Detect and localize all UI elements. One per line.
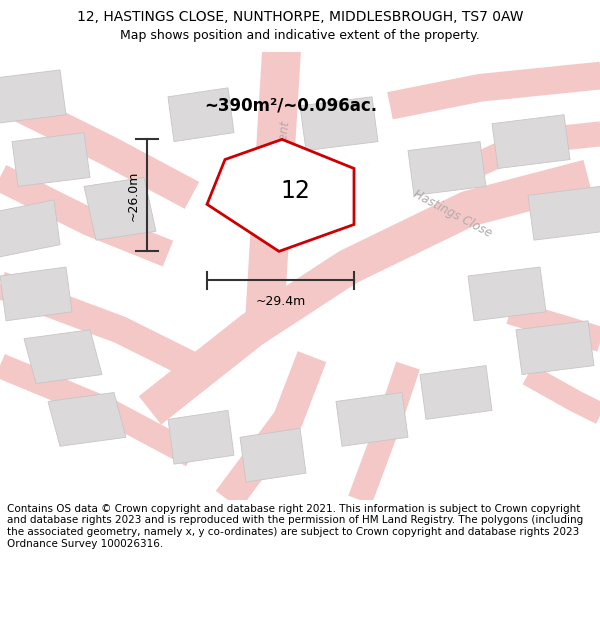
Polygon shape (240, 428, 306, 482)
Text: ~29.4m: ~29.4m (256, 295, 305, 308)
Polygon shape (48, 392, 126, 446)
Text: Hastings Close: Hastings Close (412, 187, 494, 239)
Polygon shape (0, 267, 72, 321)
Text: 12, HASTINGS CLOSE, NUNTHORPE, MIDDLESBROUGH, TS7 0AW: 12, HASTINGS CLOSE, NUNTHORPE, MIDDLESBR… (77, 11, 523, 24)
Polygon shape (300, 97, 378, 151)
Polygon shape (168, 411, 234, 464)
Polygon shape (207, 139, 354, 251)
Text: ~390m²/~0.096ac.: ~390m²/~0.096ac. (204, 97, 377, 115)
Polygon shape (84, 177, 156, 240)
Text: Contains OS data © Crown copyright and database right 2021. This information is : Contains OS data © Crown copyright and d… (7, 504, 583, 549)
Polygon shape (0, 70, 66, 124)
Polygon shape (516, 321, 594, 374)
Polygon shape (408, 142, 486, 196)
Polygon shape (168, 88, 234, 142)
Polygon shape (12, 132, 90, 186)
Text: ~26.0m: ~26.0m (127, 170, 140, 221)
Polygon shape (528, 186, 600, 240)
Text: Map shows position and indicative extent of the property.: Map shows position and indicative extent… (120, 29, 480, 42)
Polygon shape (420, 366, 492, 419)
Text: Windsor Crescent: Windsor Crescent (265, 121, 293, 226)
Text: 12: 12 (281, 179, 310, 203)
Polygon shape (0, 200, 60, 258)
Polygon shape (492, 115, 570, 169)
Polygon shape (24, 330, 102, 384)
Polygon shape (336, 392, 408, 446)
Polygon shape (468, 267, 546, 321)
